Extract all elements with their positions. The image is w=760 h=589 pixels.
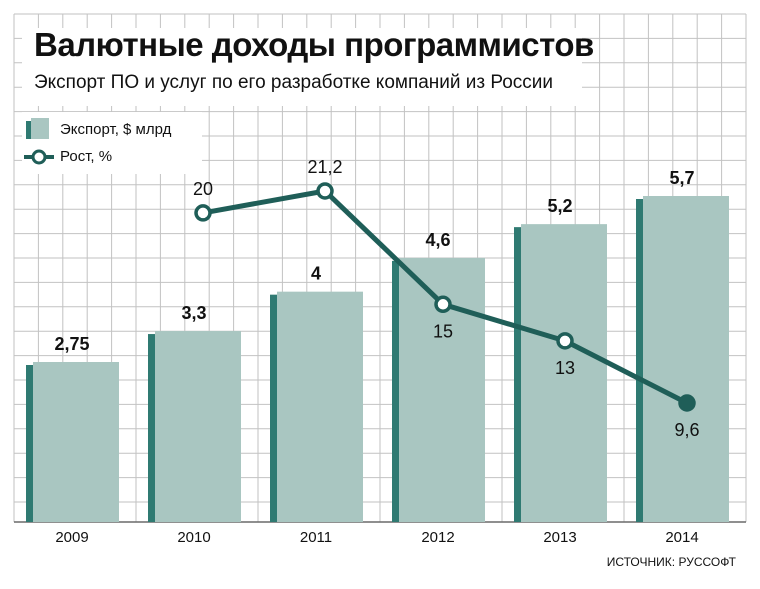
bar-side	[270, 294, 277, 522]
title-panel	[22, 28, 582, 106]
chart-subtitle: Экспорт ПО и услуг по его разработке ком…	[34, 72, 554, 93]
growth-value-label: 13	[555, 358, 575, 378]
legend-bar-icon-side	[26, 121, 31, 139]
legend-bar-icon	[31, 118, 49, 139]
growth-line	[194, 182, 696, 412]
growth-point	[434, 295, 452, 314]
category-label: 2009	[55, 529, 88, 546]
bar-value-label: 2,75	[54, 334, 89, 354]
bar-value-label: 3,3	[181, 303, 206, 323]
bar-side	[392, 260, 399, 522]
bar-value-label: 5,7	[669, 168, 694, 188]
bar	[521, 224, 607, 522]
legend-export-label: Экспорт, $ млрд	[60, 121, 172, 138]
source-note: ИСТОЧНИК: РУССОФТ	[606, 555, 736, 569]
bar	[155, 331, 241, 522]
chart-title: Валютные доходы программистов	[34, 26, 594, 63]
bar-side	[636, 199, 643, 522]
bar	[643, 196, 729, 522]
category-label: 2010	[177, 529, 210, 546]
growth-value-label: 15	[433, 321, 453, 341]
growth-value-label: 21,2	[307, 157, 342, 177]
growth-point	[678, 394, 696, 412]
bar	[277, 291, 363, 522]
bars	[26, 196, 729, 522]
bar-value-label: 4	[311, 264, 321, 284]
growth-point	[194, 204, 212, 222]
growth-value-label: 20	[193, 179, 213, 199]
bar-value-label: 4,6	[425, 230, 450, 250]
category-label: 2011	[300, 529, 332, 546]
legend-growth-label: Рост, %	[60, 148, 113, 165]
growth-point	[316, 182, 334, 200]
bar-side	[26, 365, 33, 522]
bar-side	[148, 334, 155, 522]
legend-point-icon	[31, 149, 47, 165]
labels: 2,7520093,32010420114,620125,220135,7201…	[54, 157, 699, 546]
category-label: 2013	[543, 529, 576, 546]
legend-icons	[24, 118, 54, 165]
legend-panel	[22, 112, 202, 174]
growth-point	[556, 332, 574, 350]
bar-side	[514, 227, 521, 522]
category-label: 2012	[421, 529, 454, 546]
category-label: 2014	[665, 529, 698, 546]
growth-value-label: 9,6	[674, 420, 699, 440]
bar-value-label: 5,2	[547, 196, 572, 216]
bar	[33, 362, 119, 522]
